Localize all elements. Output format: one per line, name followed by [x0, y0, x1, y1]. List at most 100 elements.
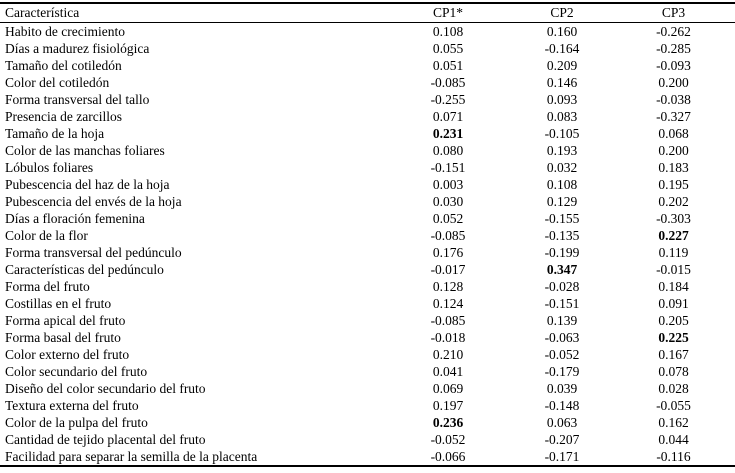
table-row: Forma apical del fruto -0.085 0.139 0.205 [0, 312, 735, 329]
table-row: Color externo del fruto 0.210 -0.052 0.167 [0, 346, 735, 363]
cp1-value-cell: -0.018 [430, 329, 466, 345]
feature-cell: Días a floración femenina [5, 210, 145, 226]
cp1-value-cell: 0.236 [432, 414, 464, 430]
feature-cell: Pubescencia del haz de la hoja [5, 176, 170, 192]
table-header: Característica CP1* CP2 CP3 [0, 2, 735, 23]
column-header-caracteristica: Característica [0, 2, 396, 23]
cp3-value-cell: -0.262 [656, 23, 691, 39]
cp3-value-cell: 0.119 [658, 244, 689, 260]
table-row: Días a madurez fisiológica 0.055 -0.164 -0.… [0, 40, 735, 57]
feature-cell: Color externo del fruto [5, 346, 130, 362]
cp3-value-cell: 0.184 [658, 278, 689, 294]
column-header-cp2: CP2 [500, 2, 624, 23]
cp1-value-cell: -0.052 [430, 431, 466, 447]
feature-cell: Tamaño de la hoja [5, 125, 105, 141]
table-row: Textura externa del fruto 0.197 -0.148 -0.0… [0, 397, 735, 414]
feature-cell: Color de las manchas foliares [5, 142, 165, 158]
cp3-value-cell: 0.068 [658, 125, 689, 141]
feature-cell: Costillas en el fruto [5, 295, 112, 311]
cp1-value-cell: 0.080 [432, 142, 464, 158]
cp1-value-cell: 0.052 [432, 210, 464, 226]
cp3-value-cell: 0.200 [658, 142, 689, 158]
cp3-value-cell: 0.183 [658, 159, 689, 175]
table-row: Forma del fruto 0.128 -0.028 0.184 [0, 278, 735, 295]
feature-cell: Color secundario del fruto [5, 363, 148, 379]
table-row: Habito de crecimiento 0.108 0.160 -0.262 [0, 22, 735, 40]
feature-cell: Diseño del color secundario del fruto [5, 380, 206, 396]
cp1-value-cell: 0.055 [432, 40, 464, 56]
cp3-value-cell: -0.055 [656, 397, 691, 413]
table-row: Color de las manchas foliares 0.080 0.193 0… [0, 142, 735, 159]
table-row: Forma transversal del pedúnculo 0.176 -0.1… [0, 244, 735, 261]
table-row: Forma transversal del tallo -0.255 0.093 -0… [0, 91, 735, 108]
cp2-value-cell: 0.209 [546, 57, 578, 73]
cp1-value-cell: 0.197 [432, 397, 464, 413]
cp3-value-cell: -0.116 [624, 447, 735, 467]
table-row: Cantidad de tejido placental del fruto -0… [0, 431, 735, 448]
cp3-value-cell: -0.015 [656, 261, 691, 277]
table-row: Costillas en el fruto 0.124 -0.151 0.091 [0, 295, 735, 312]
cp3-value-cell: 0.078 [658, 363, 689, 379]
cp3-value-cell: -0.285 [656, 40, 691, 56]
table-row: Color secundario del fruto 0.041 -0.179 0.0… [0, 363, 735, 380]
cp2-value-cell: -0.179 [544, 363, 580, 379]
cp1-value-cell: -0.085 [430, 227, 466, 243]
cp2-value-cell: -0.207 [544, 431, 580, 447]
cp2-value-cell: 0.063 [546, 414, 578, 430]
cp2-value-cell: -0.164 [544, 40, 580, 56]
table-row: Forma basal del fruto -0.018 -0.063 0.225 [0, 329, 735, 346]
cp2-value-cell: 0.108 [546, 176, 578, 192]
cp2-value-cell: -0.052 [544, 346, 580, 362]
feature-cell: Habito de crecimiento [5, 23, 125, 39]
table-row: Facilidad para separar la semilla de la … [0, 447, 735, 467]
feature-cell: Forma apical del fruto [5, 312, 126, 328]
cp3-value-cell: 0.202 [658, 193, 689, 209]
cp1-value-cell: 0.071 [432, 108, 464, 124]
feature-cell: Pubescencia del envés de la hoja [5, 193, 182, 209]
cp1-value-cell: 0.128 [432, 278, 464, 294]
feature-cell: Forma basal del fruto [5, 329, 121, 345]
cp2-value-cell: 0.347 [546, 261, 578, 277]
table-row: Color del cotiledón -0.085 0.146 0.200 [0, 74, 735, 91]
column-header-cp1: CP1* [396, 2, 500, 23]
feature-cell: Características del pedúnculo [5, 261, 164, 277]
cp1-value-cell: 0.041 [432, 363, 464, 379]
table-row: Tamaño de la hoja 0.231 -0.105 0.068 [0, 125, 735, 142]
feature-cell: Tamaño del cotiledón [5, 57, 122, 73]
feature-cell: Color del cotiledón [5, 74, 110, 90]
cp1-value-cell: 0.003 [432, 176, 464, 192]
cp2-value-cell: -0.105 [544, 125, 580, 141]
cp2-value-cell: -0.135 [544, 227, 580, 243]
cp2-value-cell: -0.148 [544, 397, 580, 413]
cp3-value-cell: -0.093 [656, 57, 691, 73]
cp3-value-cell: -0.327 [656, 108, 691, 124]
table-row: Color de la flor -0.085 -0.135 0.227 [0, 227, 735, 244]
cp3-value-cell: 0.044 [658, 431, 689, 447]
table-row: Pubescencia del envés de la hoja 0.030 0.1… [0, 193, 735, 210]
table-row: Diseño del color secundario del fruto 0.0… [0, 380, 735, 397]
feature-cell: Facilidad para separar la semilla de la … [0, 447, 396, 467]
cp1-value-cell: 0.176 [432, 244, 464, 260]
cp1-value-cell: 0.069 [432, 380, 464, 396]
cp2-value-cell: 0.039 [546, 380, 578, 396]
cp3-value-cell: 0.162 [658, 414, 689, 430]
column-header-cp3: CP3 [624, 2, 735, 23]
cp3-value-cell: 0.028 [658, 380, 689, 396]
cp1-value-cell: -0.017 [430, 261, 466, 277]
cp1-value-cell: -0.151 [430, 159, 466, 175]
cp2-value-cell: -0.028 [544, 278, 580, 294]
feature-cell: Textura externa del fruto [5, 397, 139, 413]
cp1-value-cell: 0.124 [432, 295, 464, 311]
cp1-value-cell: 0.108 [432, 23, 464, 39]
cp3-value-cell: 0.200 [658, 74, 689, 90]
cp1-value-cell: -0.255 [430, 91, 466, 107]
cp2-value-cell: 0.193 [546, 142, 578, 158]
cp2-value-cell: -0.171 [500, 447, 624, 467]
cp2-value-cell: 0.139 [546, 312, 578, 328]
cp2-value-cell: 0.083 [546, 108, 578, 124]
cp3-value-cell: 0.227 [658, 227, 689, 243]
cp2-value-cell: -0.151 [544, 295, 580, 311]
cp3-value-cell: 0.167 [658, 346, 689, 362]
cp3-value-cell: -0.038 [656, 91, 691, 107]
